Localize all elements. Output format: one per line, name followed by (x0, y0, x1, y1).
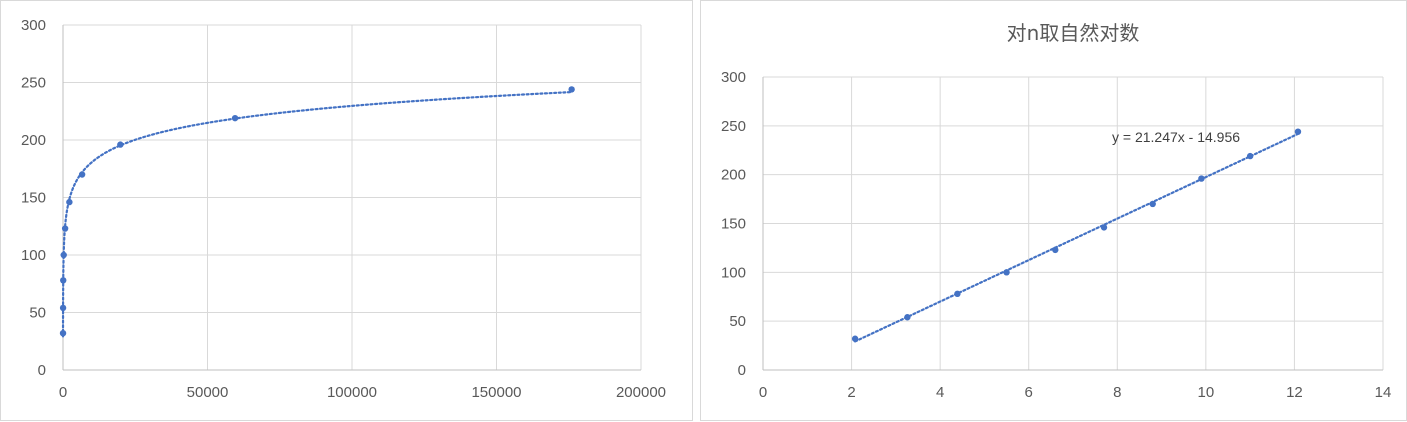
data-point (66, 198, 73, 206)
data-point (1100, 224, 1108, 231)
data-point (59, 330, 67, 337)
x-tick-label: 100000 (327, 384, 377, 401)
chart-panel-left: 0 50 100 150 200 250 300 0 50000 100000 150000 2000… (0, 0, 693, 421)
y-tick-label: 100 (721, 264, 746, 281)
data-point (1149, 200, 1156, 208)
data-point (78, 171, 86, 178)
data-point (61, 225, 69, 232)
chart-right: 对n取自然对数 0 50 100 150 200 250 300 0 2 4 6 8 10 12 14 y = … (721, 21, 1392, 401)
x-tick-label: 2 (847, 384, 855, 401)
data-point (1052, 246, 1059, 254)
y-tick-label: 150 (21, 190, 46, 207)
x-tick-label: 12 (1286, 384, 1303, 401)
x-tick-label: 0 (59, 384, 67, 401)
x-tick-label: 150000 (471, 384, 521, 401)
x-tick-label: 4 (936, 384, 944, 401)
data-point (851, 335, 859, 342)
data-point (231, 114, 239, 122)
data-point (117, 141, 124, 148)
x-tick-label: 0 (759, 384, 767, 401)
y-tick-label: 200 (21, 132, 46, 149)
data-point (568, 86, 575, 93)
trendline-equation: y = 21.247x - 14.956 (1112, 129, 1240, 145)
y-tick-label: 50 (729, 313, 746, 330)
data-point (1198, 175, 1205, 182)
trendline (854, 132, 1300, 343)
chart-panel-right: 对n取自然对数 0 50 100 150 200 250 300 0 2 4 6 8 10 12 14 y = … (700, 0, 1407, 421)
y-tick-label: 300 (21, 17, 46, 34)
data-point (60, 251, 67, 259)
chart-left: 0 50 100 150 200 250 300 0 50000 100000 150000 2000… (21, 17, 666, 401)
y-tick-label: 150 (721, 216, 746, 233)
y-tick-label: 100 (21, 247, 46, 264)
panel-gap (693, 0, 700, 421)
data-point (59, 304, 67, 312)
x-tick-label: 14 (1375, 384, 1392, 401)
data-point (60, 277, 67, 284)
y-tick-label: 0 (38, 362, 46, 379)
y-tick-label: 250 (721, 118, 746, 135)
y-tick-label: 250 (21, 75, 46, 92)
x-tick-label: 6 (1025, 384, 1033, 401)
x-tick-label: 8 (1113, 384, 1121, 401)
data-point (1003, 269, 1010, 276)
data-point (1294, 128, 1302, 135)
trendline (61, 90, 573, 338)
y-tick-label: 300 (721, 69, 746, 86)
data-point (954, 290, 961, 298)
y-tick-label: 50 (29, 305, 46, 322)
y-tick-label: 0 (738, 362, 746, 379)
y-tick-label: 200 (721, 167, 746, 184)
data-point (904, 314, 911, 321)
chart-title: 对n取自然对数 (1007, 21, 1140, 45)
data-point (1246, 152, 1254, 160)
x-tick-label: 50000 (187, 384, 229, 401)
x-tick-label: 10 (1198, 384, 1215, 401)
x-tick-label: 200000 (616, 384, 666, 401)
